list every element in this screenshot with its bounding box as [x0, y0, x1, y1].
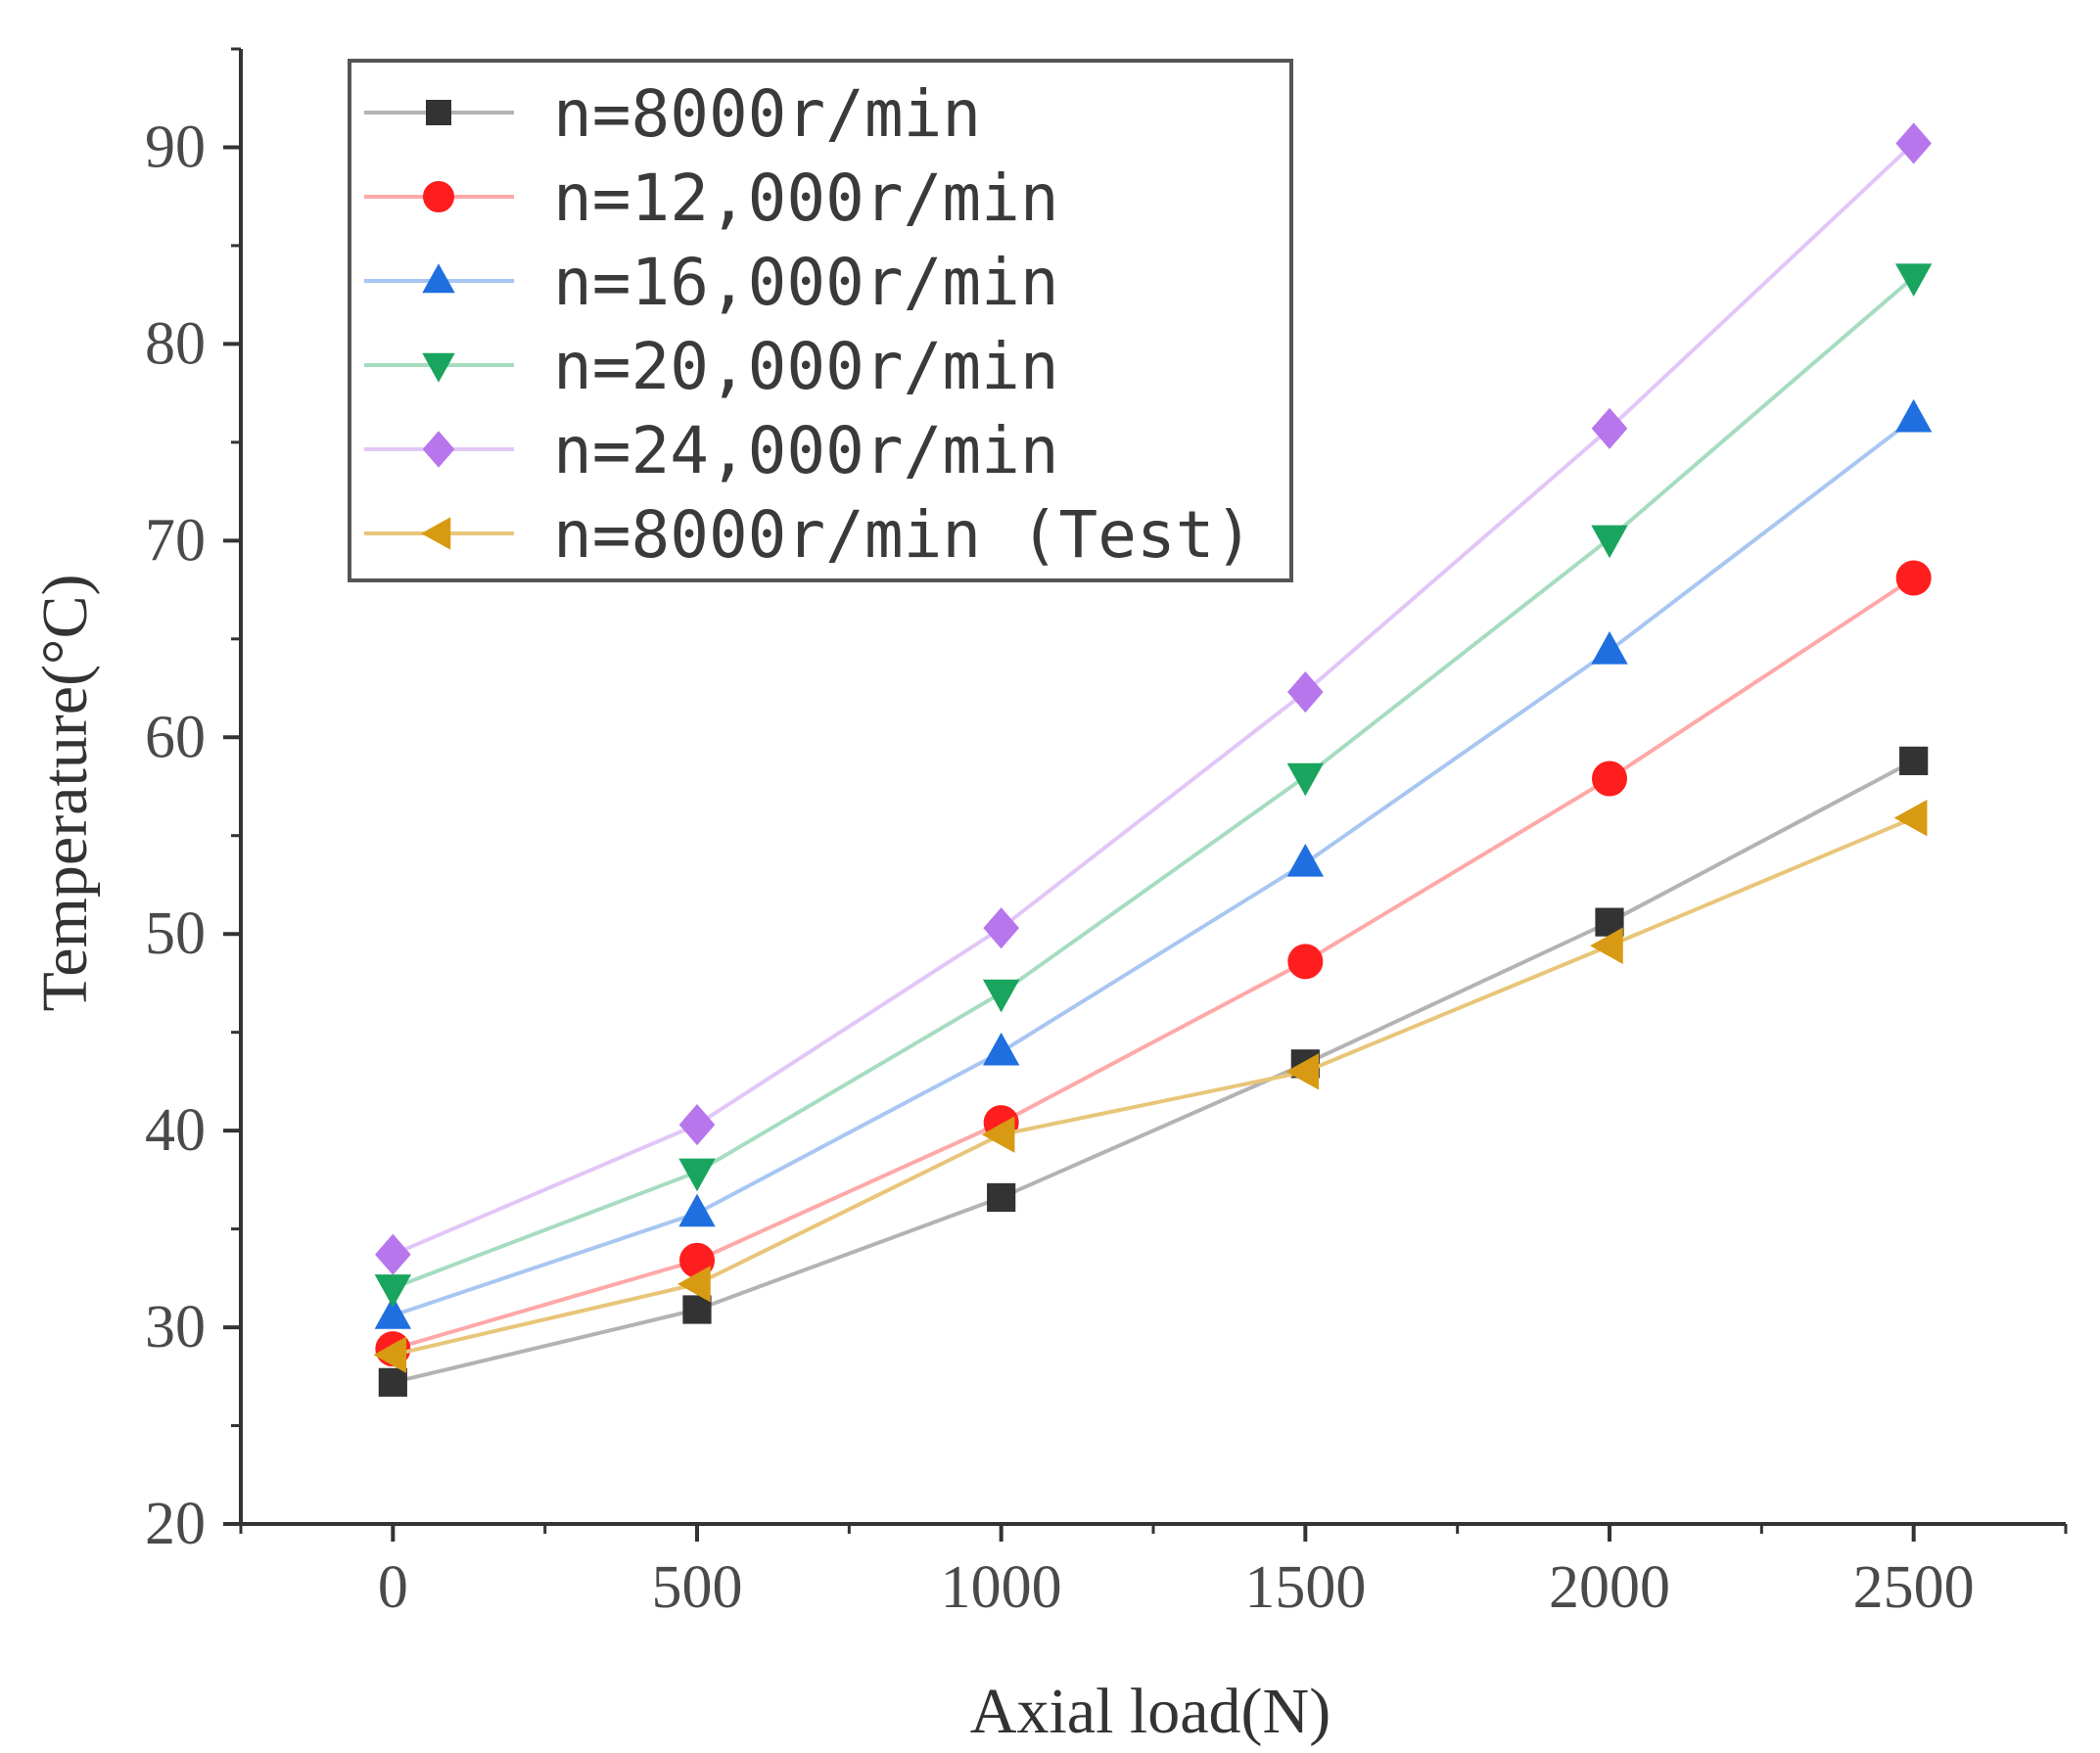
- x-tick-label: 1000: [941, 1554, 1062, 1621]
- data-point: [981, 1116, 1015, 1153]
- legend: n=8000r/min n=12,000r/min n=16,000r/min n=2…: [348, 59, 1293, 582]
- legend-marker: [421, 517, 451, 550]
- data-point: [1286, 843, 1325, 877]
- series-line: [392, 141, 1916, 1257]
- y-tick-label: 50: [145, 900, 206, 967]
- series-3: [374, 398, 1933, 1329]
- data-point: [677, 1266, 711, 1303]
- data-point: [678, 1104, 716, 1146]
- axes-layer: 0 500 1000 1500 2000 2500 20 30 40 50 60 70 80 90: [145, 47, 2068, 1621]
- series-5: [375, 122, 1932, 1275]
- data-point: [678, 1193, 716, 1227]
- legend-box: [348, 59, 1293, 582]
- data-point: [1286, 762, 1325, 797]
- legend-label: n=8000r/min: [553, 76, 981, 152]
- data-point: [1893, 799, 1928, 837]
- x-tick-label: 500: [652, 1554, 743, 1621]
- legend-label: n=8000r/min (Test): [553, 497, 1253, 573]
- y-tick-label: 40: [145, 1097, 206, 1164]
- data-point: [1287, 944, 1324, 980]
- series-1: [378, 746, 1929, 1397]
- data-point: [982, 1032, 1020, 1066]
- x-axis-title: Axial load(N): [970, 1676, 1330, 1747]
- legend-marker: [422, 431, 455, 468]
- data-point: [1591, 407, 1628, 449]
- series-layer: [373, 122, 1933, 1397]
- series-line: [392, 815, 1915, 1358]
- series-line: [392, 275, 1915, 1290]
- data-point: [682, 1295, 712, 1324]
- legend-marker: [423, 181, 454, 212]
- data-point: [373, 1336, 407, 1373]
- data-point: [374, 1296, 412, 1329]
- data-point: [983, 907, 1019, 949]
- series-6: [373, 799, 1928, 1373]
- legend-label: n=20,000r/min: [553, 329, 1059, 404]
- series-2: [375, 560, 1932, 1367]
- data-point: [378, 1367, 407, 1397]
- y-tick-label: 60: [145, 704, 206, 770]
- series-line: [392, 759, 1915, 1385]
- x-tick-label: 2500: [1853, 1554, 1975, 1621]
- data-point: [1895, 122, 1932, 164]
- series-line: [392, 417, 1915, 1317]
- legend-marker: [422, 352, 455, 383]
- x-tick-label: 0: [378, 1554, 408, 1621]
- legend-label: n=16,000r/min: [553, 245, 1059, 320]
- data-point: [1591, 630, 1628, 665]
- legend-label: n=24,000r/min: [553, 413, 1059, 488]
- x-tick-label: 2000: [1549, 1554, 1670, 1621]
- legend-marker: [426, 100, 451, 125]
- data-point: [982, 979, 1020, 1013]
- y-tick-label: 80: [145, 310, 206, 377]
- data-point: [374, 1274, 412, 1308]
- data-point: [1590, 927, 1623, 964]
- data-point: [987, 1182, 1016, 1213]
- data-point: [1895, 560, 1932, 596]
- data-point: [1899, 746, 1929, 775]
- series-4: [374, 263, 1933, 1308]
- legend-label: n=12,000r/min: [553, 161, 1059, 236]
- data-point: [1592, 761, 1627, 797]
- y-tick-label: 90: [145, 114, 206, 180]
- data-point: [1285, 1053, 1320, 1090]
- data-point: [375, 1233, 411, 1275]
- y-tick-label: 20: [145, 1491, 206, 1557]
- series-line: [392, 576, 1915, 1352]
- x-tick-label: 1500: [1244, 1554, 1366, 1621]
- data-point: [1894, 398, 1933, 433]
- y-axis-title: Temperature(°C): [29, 575, 101, 1012]
- y-tick-label: 30: [145, 1294, 206, 1361]
- data-point: [1591, 525, 1628, 559]
- legend-marker: [422, 263, 455, 294]
- data-point: [678, 1158, 716, 1192]
- y-tick-label: 70: [145, 507, 206, 574]
- data-point: [1894, 263, 1933, 297]
- data-point: [1287, 670, 1324, 714]
